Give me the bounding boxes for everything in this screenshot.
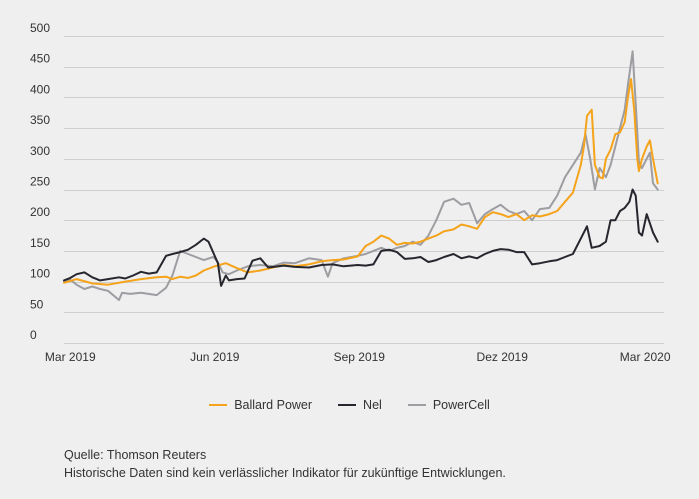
source-note: Quelle: Thomson Reuters Historische Date… xyxy=(64,446,506,482)
x-tick-label-1: Jun 2019 xyxy=(190,350,240,364)
x-axis-tick-labels: Mar 2019 Jun 2019 Sep 2019 Dez 2019 Mar 2020 xyxy=(45,350,671,364)
legend-label-ballard-power: Ballard Power xyxy=(234,398,313,412)
disclaimer-line: Historische Daten sind kein verlässliche… xyxy=(64,466,506,480)
y-tick-label-100: 100 xyxy=(30,267,50,281)
y-tick-label-450: 450 xyxy=(30,52,50,66)
legend-swatch-ballard-power xyxy=(209,404,228,406)
legend-item-nel: Nel xyxy=(338,398,382,412)
legend-label-powercell: PowerCell xyxy=(432,398,490,412)
legend-label-nel: Nel xyxy=(363,398,382,412)
x-tick-label-3: Dez 2019 xyxy=(477,350,529,364)
y-tick-label-50: 50 xyxy=(30,297,44,311)
y-tick-label-400: 400 xyxy=(30,82,50,96)
series-line-ballard-power xyxy=(63,78,659,286)
y-tick-label-150: 150 xyxy=(30,236,50,250)
y-axis-tick-labels: 0 50 100 150 200 250 300 350 400 450 500 xyxy=(30,21,50,342)
y-tick-label-500: 500 xyxy=(30,21,50,35)
series-lines xyxy=(63,50,659,301)
y-tick-label-300: 300 xyxy=(30,144,50,158)
legend-swatch-powercell xyxy=(407,404,426,406)
source-line: Quelle: Thomson Reuters xyxy=(64,448,207,462)
x-tick-label-2: Sep 2019 xyxy=(334,350,386,364)
y-tick-label-0: 0 xyxy=(30,328,37,342)
legend-swatch-nel xyxy=(338,404,357,406)
series-line-nel xyxy=(63,188,659,287)
x-tick-label-0: Mar 2019 xyxy=(45,350,96,364)
x-tick-label-4: Mar 2020 xyxy=(620,350,671,364)
y-tick-label-350: 350 xyxy=(30,113,50,127)
series-line-powercell xyxy=(63,50,659,301)
y-tick-label-250: 250 xyxy=(30,175,50,189)
legend-item-ballard-power: Ballard Power xyxy=(209,398,312,412)
legend-item-powercell: PowerCell xyxy=(407,398,490,412)
legend: Ballard Power Nel PowerCell xyxy=(0,398,699,412)
gridlines xyxy=(64,36,664,344)
y-tick-label-200: 200 xyxy=(30,205,50,219)
